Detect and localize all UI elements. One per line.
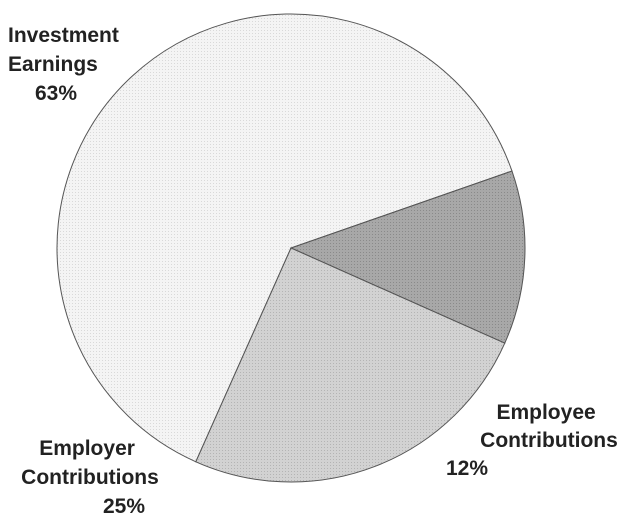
percent-label-employer-contributions: 25% (103, 495, 145, 518)
slice-employee-contributions (289, 170, 526, 344)
slice-label-employer-contributions: Employer Contributions (21, 437, 159, 489)
percent-label-employee-contributions: 12% (446, 457, 488, 480)
slice-investment-earnings (56, 13, 513, 463)
slice-label-employee-contributions: Employee Contributions (480, 401, 618, 452)
percent-label-investment-earnings: 63% (35, 82, 77, 105)
slice-label-investment-earnings: Investment Earnings (8, 24, 125, 76)
slice-employer-contributions (195, 247, 506, 483)
